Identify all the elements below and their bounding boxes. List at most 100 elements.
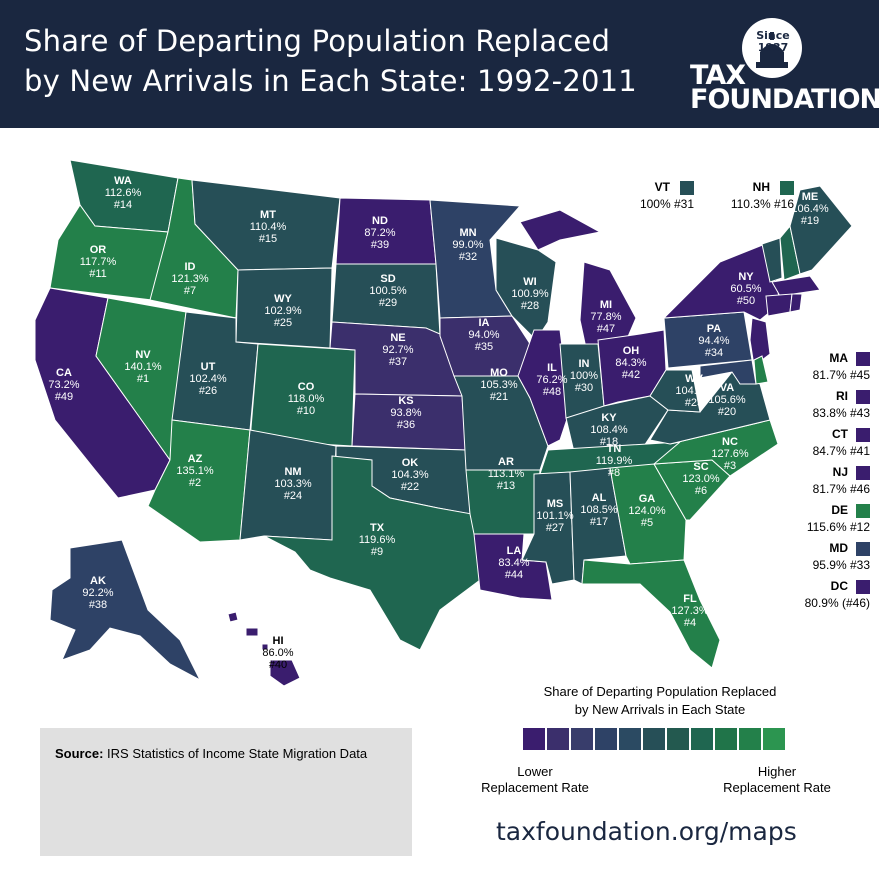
state-label-ak-value: 92.2% xyxy=(82,587,113,599)
state-tx[interactable] xyxy=(263,455,481,651)
state-label-ks-code: KS xyxy=(398,395,413,407)
state-la[interactable] xyxy=(473,533,553,601)
callout-swatch xyxy=(856,580,870,594)
state-label-in-value: 100% xyxy=(570,370,598,382)
callout-value: 83.8% #43 xyxy=(812,406,870,420)
legend-swatch xyxy=(690,727,714,751)
state-label-tx-code: TX xyxy=(370,522,385,534)
state-label-me-rank: #19 xyxy=(801,215,819,227)
callout-code: DC xyxy=(830,579,848,593)
legend-title-line-1: Share of Departing Population Replaced xyxy=(543,684,777,699)
state-label-nv-code: NV xyxy=(135,349,151,361)
legend-swatch xyxy=(642,727,666,751)
capitol-dome-icon xyxy=(742,18,802,78)
state-label-sd-rank: #29 xyxy=(379,297,397,309)
state-label-ky-value: 108.4% xyxy=(590,424,628,436)
state-label-me-value: 106.4% xyxy=(791,203,829,215)
state-ct[interactable] xyxy=(765,293,793,317)
state-md[interactable] xyxy=(699,359,757,385)
legend-swatch xyxy=(618,727,642,751)
state-label-co-value: 118.0% xyxy=(288,393,325,405)
state-label-va-code: VA xyxy=(720,382,735,394)
state-ma[interactable] xyxy=(771,275,821,297)
title-line-2: by New Arrivals in Each State: 1992-2011 xyxy=(24,64,637,98)
state-mi-up[interactable] xyxy=(519,209,602,251)
legend-high-line-1: Higher xyxy=(757,764,797,779)
state-label-ms-code: MS xyxy=(547,498,564,510)
state-label-tn-code: TN xyxy=(607,443,622,455)
state-label-nm-value: 103.3% xyxy=(274,478,312,490)
state-label-nd-value: 87.2% xyxy=(364,227,395,239)
footer-url[interactable]: taxfoundation.org/maps xyxy=(496,817,797,846)
state-label-or-code: OR xyxy=(90,244,107,256)
state-label-me-code: ME xyxy=(802,191,819,203)
state-label-fl-code: FL xyxy=(683,593,697,605)
state-label-mi-code: MI xyxy=(600,299,612,311)
callout-swatch xyxy=(856,352,870,366)
state-fl[interactable] xyxy=(581,559,721,669)
state-label-mo-value: 105.3% xyxy=(480,379,518,391)
callout-swatch xyxy=(856,504,870,518)
state-label-wi-value: 100.9% xyxy=(511,288,549,300)
state-nc[interactable] xyxy=(652,419,779,477)
state-hi-islands[interactable] xyxy=(227,611,269,651)
callout-value: 100% #31 xyxy=(639,197,694,211)
state-label-ky-code: KY xyxy=(601,412,617,424)
state-label-mi-rank: #47 xyxy=(597,323,615,335)
callout-code: MD xyxy=(829,541,848,555)
legend-swatch xyxy=(594,727,618,751)
state-label-ks-rank: #36 xyxy=(397,419,415,431)
state-label-ok-code: OK xyxy=(402,457,419,469)
logo-since: Since xyxy=(756,29,790,42)
state-label-mt-rank: #15 xyxy=(259,233,277,245)
state-label-sc-rank: #6 xyxy=(695,485,707,497)
state-label-mn-value: 99.0% xyxy=(452,239,483,251)
state-ny[interactable] xyxy=(662,241,781,321)
callout-swatch xyxy=(856,390,870,404)
state-label-oh-rank: #42 xyxy=(622,369,640,381)
callout-code: RI xyxy=(836,389,848,403)
callout-swatch xyxy=(856,428,870,442)
state-label-tx-value: 119.6% xyxy=(359,534,396,546)
source-text: Source: IRS Statistics of Income State M… xyxy=(55,746,367,761)
legend-swatch xyxy=(714,727,738,751)
legend-low-line-1: Lower xyxy=(517,764,553,779)
state-il[interactable] xyxy=(517,329,571,447)
state-hi[interactable] xyxy=(269,659,301,687)
callout-value: 110.3% #16 xyxy=(730,197,794,211)
state-me[interactable] xyxy=(789,185,853,275)
tax-foundation-logo[interactable]: Since 1937 TAX FOUNDATION xyxy=(690,18,879,118)
callout-swatch xyxy=(680,181,694,195)
state-label-mt-value: 110.4% xyxy=(250,221,287,233)
legend-swatch xyxy=(762,727,786,751)
state-label-ok-value: 104.3% xyxy=(391,469,429,481)
state-label-sd-code: SD xyxy=(380,273,395,285)
state-label-ak-code: AK xyxy=(90,575,106,587)
state-label-ca-code: CA xyxy=(56,367,72,379)
state-label-ia-code: IA xyxy=(479,317,490,329)
state-label-ms-value: 101.1% xyxy=(536,510,574,522)
legend-swatch xyxy=(522,727,546,751)
callout-code: DE xyxy=(831,503,848,517)
state-wv[interactable] xyxy=(649,369,701,413)
callout-value: 115.6% #12 xyxy=(806,520,870,534)
state-label-nd-code: ND xyxy=(372,215,388,227)
state-label-wi-rank: #28 xyxy=(521,300,539,312)
state-label-ok-rank: #22 xyxy=(401,481,419,493)
state-va[interactable] xyxy=(649,371,771,445)
state-vt[interactable] xyxy=(761,237,783,283)
state-label-la-code: LA xyxy=(507,545,522,557)
state-label-al-rank: #17 xyxy=(590,516,608,528)
legend-low-label: Lower Replacement Rate xyxy=(470,764,600,796)
state-de[interactable] xyxy=(753,355,769,385)
state-ri[interactable] xyxy=(789,293,803,313)
state-label-al-value: 108.5% xyxy=(580,504,618,516)
state-label-mi-value: 77.8% xyxy=(590,311,621,323)
legend-swatch xyxy=(546,727,570,751)
state-label-ia-rank: #35 xyxy=(475,341,493,353)
legend-swatch xyxy=(570,727,594,751)
state-label-wy-code: WY xyxy=(274,293,292,305)
legend-swatch xyxy=(738,727,762,751)
state-ak[interactable] xyxy=(49,539,202,682)
callout-value: 95.9% #33 xyxy=(812,558,870,572)
